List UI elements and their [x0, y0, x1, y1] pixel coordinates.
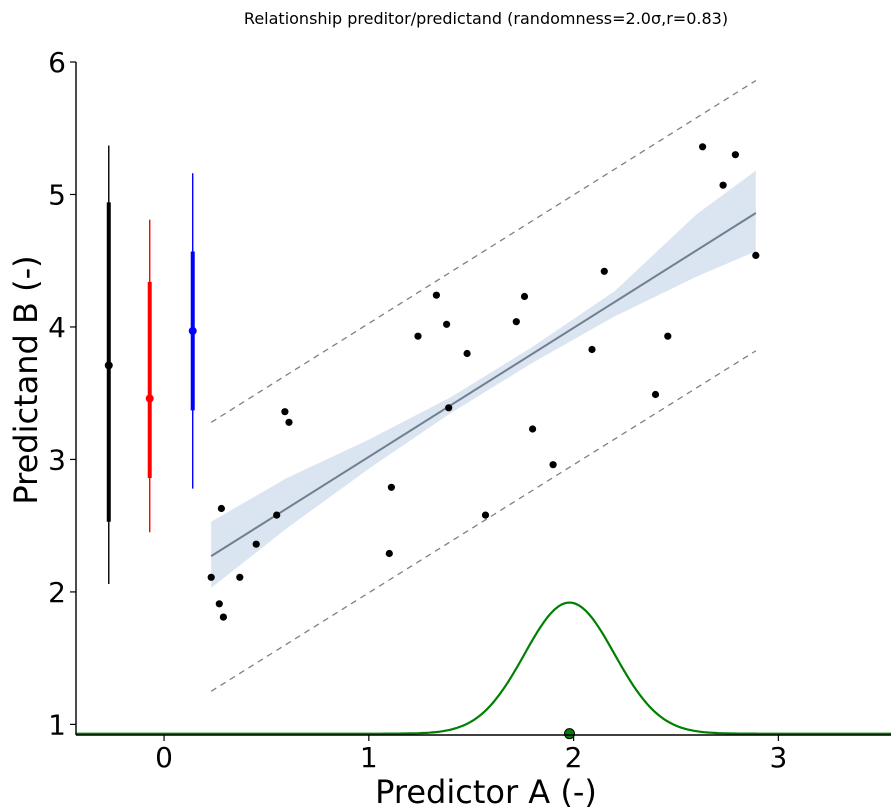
chart-title: Relationship preditor/predictand (random…: [244, 9, 728, 28]
y-tick-label: 4: [48, 311, 66, 344]
regression-line: [210, 212, 757, 557]
error-bar-center-1: [145, 394, 154, 403]
data-point: [651, 390, 660, 399]
data-point: [443, 320, 451, 328]
data-point: [600, 267, 608, 275]
data-point: [752, 251, 760, 259]
x-tick-label: 0: [155, 741, 173, 774]
data-point: [252, 540, 260, 548]
data-point: [719, 181, 727, 189]
y-axis-label: Predictand B (-): [7, 255, 45, 504]
data-point: [588, 345, 596, 354]
data-point: [699, 143, 707, 151]
error-bar-center-0: [104, 361, 113, 370]
data-point: [512, 318, 520, 326]
data-point: [285, 418, 293, 426]
plot-area: [76, 79, 891, 740]
axis-ticks: 0 1 2 3 1 2 3 4 5 6: [48, 46, 787, 774]
prediction-lower-line: [210, 350, 757, 692]
data-point: [520, 292, 529, 301]
data-point: [207, 573, 215, 581]
data-point: [414, 332, 422, 340]
data-point: [432, 291, 440, 299]
data-point: [731, 151, 740, 159]
data-point: [281, 408, 289, 416]
data-point: [549, 461, 557, 469]
y-tick-label: 3: [48, 443, 66, 476]
data-point: [387, 483, 395, 491]
x-tick-label: 2: [565, 741, 583, 774]
prediction-upper-line: [210, 79, 757, 423]
y-tick-label: 6: [48, 46, 66, 79]
distribution-curve: [76, 601, 891, 735]
data-point: [219, 613, 227, 621]
y-tick-label: 1: [48, 708, 66, 741]
x-tick-label: 1: [360, 741, 378, 774]
data-point: [217, 504, 225, 513]
y-tick-label: 5: [48, 178, 66, 211]
data-point: [529, 425, 537, 433]
x-tick-label: 3: [769, 741, 787, 774]
y-tick-label: 2: [48, 576, 66, 609]
data-point: [215, 600, 223, 608]
data-point: [273, 511, 281, 519]
error-bar-center-2: [188, 326, 197, 335]
data-point: [236, 573, 244, 581]
x-axis-label: Predictor A (-): [375, 773, 597, 811]
data-point: [445, 404, 453, 412]
confidence-band: [211, 170, 756, 588]
data-point: [481, 511, 490, 519]
distribution-mean-marker: [564, 728, 576, 740]
data-point: [664, 332, 672, 340]
data-point: [463, 349, 471, 358]
data-point: [385, 549, 393, 558]
